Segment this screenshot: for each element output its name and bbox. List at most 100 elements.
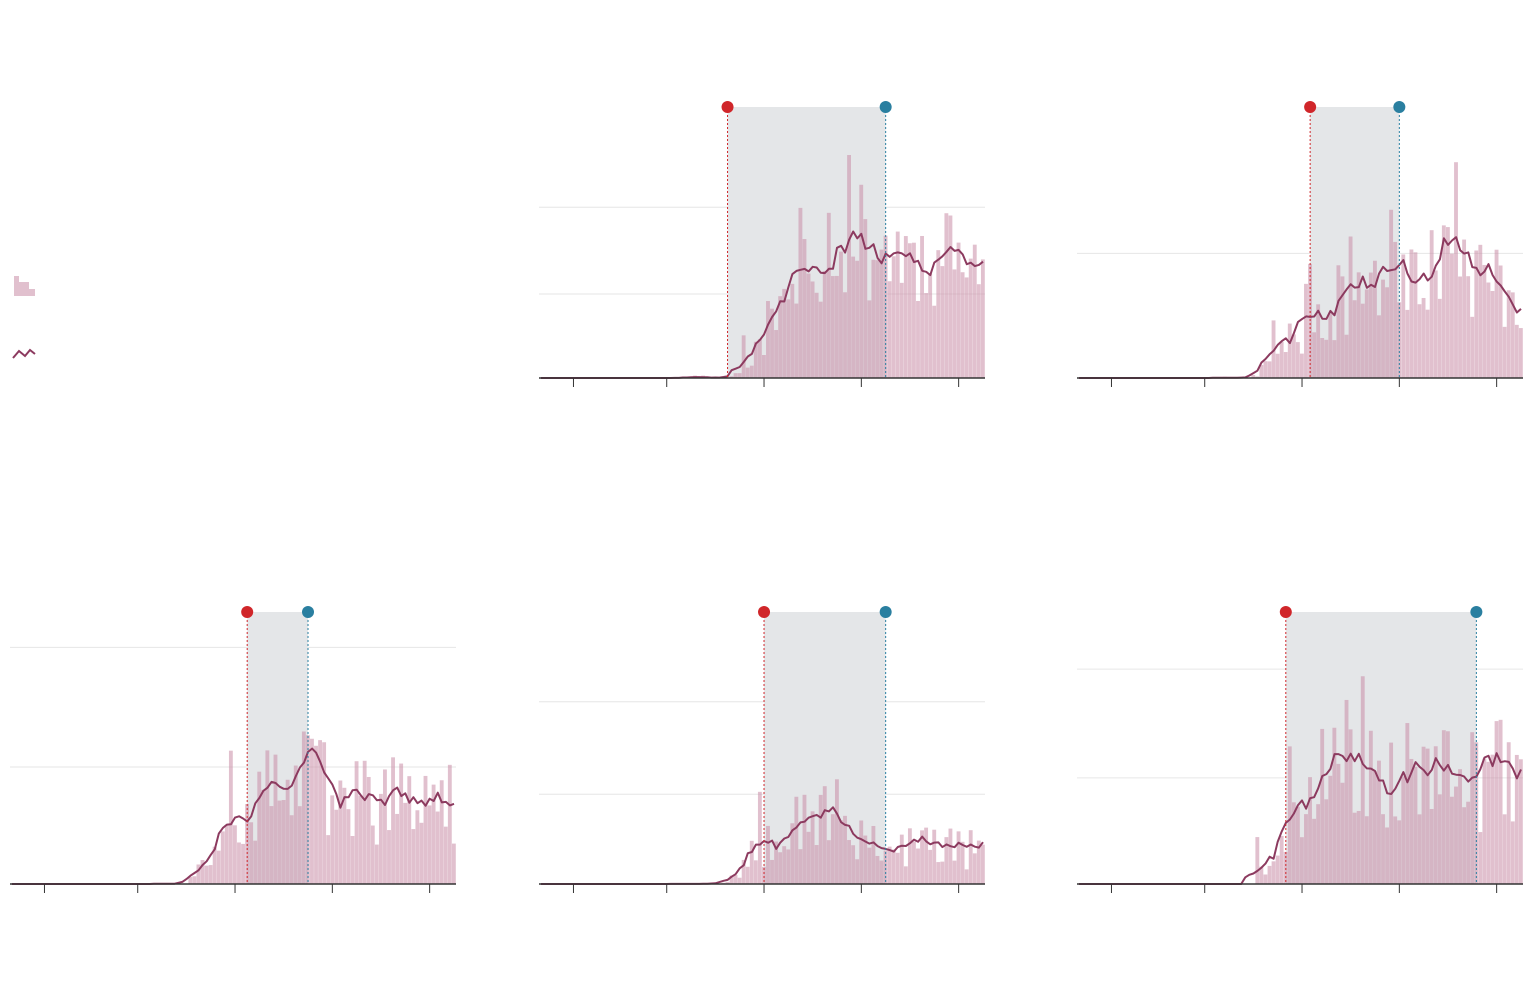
daily-bar [1263,874,1268,884]
daily-bar [1409,249,1414,378]
line-swatch-icon [12,348,36,359]
daily-bar [920,830,924,884]
daily-bar [1328,775,1333,884]
daily-bar [749,840,754,884]
daily-bar [847,155,851,378]
daily-bar [976,840,981,884]
daily-bar [1514,324,1519,378]
daily-bar [1421,297,1426,378]
daily-bar [1356,272,1361,378]
daily-bar [810,281,815,378]
daily-bar [920,235,924,378]
daily-bar [903,866,908,884]
start-marker-dot[interactable] [1279,606,1292,618]
daily-bar [1393,241,1398,378]
daily-bar [940,266,945,378]
daily-bar [1506,742,1511,884]
daily-bar [843,292,847,378]
daily-bar [1502,814,1507,884]
daily-bar [855,859,860,884]
panel-top-middle [539,101,985,387]
daily-bar [782,288,787,378]
panel-bottom-right [1077,606,1523,893]
daily-bar [1304,814,1308,884]
daily-bar [253,840,258,884]
daily-bar [451,843,456,884]
daily-bar [1458,769,1462,884]
daily-bar [1454,162,1458,378]
daily-bar [1267,361,1272,378]
daily-bar [366,776,371,884]
daily-bar [778,852,783,884]
daily-bar [431,784,436,884]
daily-bar [1377,760,1381,884]
daily-bar [851,845,856,884]
daily-bar [1490,754,1495,884]
daily-bar [1514,754,1519,884]
daily-bar [798,207,803,378]
daily-bar [257,771,262,884]
daily-bar [875,260,880,378]
daily-bar [277,800,282,884]
daily-bar [786,849,791,884]
daily-bar [1304,283,1308,378]
start-marker-dot[interactable] [241,606,254,618]
daily-bar [899,834,904,884]
daily-bar [1275,353,1280,378]
start-marker-dot[interactable] [721,101,734,113]
daily-bar [1510,821,1515,884]
daily-bar [1291,802,1296,884]
end-marker-dot[interactable] [879,606,892,618]
daily-bar [891,849,896,884]
end-marker-dot[interactable] [302,606,315,618]
end-marker-dot[interactable] [879,101,892,113]
daily-bar [318,740,322,884]
daily-bar [774,330,779,378]
daily-bar [822,270,827,378]
daily-bar [1494,249,1499,378]
daily-bar [1283,851,1288,884]
daily-bar [1437,794,1442,884]
daily-bar [208,865,213,884]
daily-bar [818,301,823,378]
daily-bar [822,786,827,884]
end-marker-dot[interactable] [1470,606,1483,618]
daily-bar [407,776,412,884]
daily-bar [1389,742,1394,884]
daily-bar [964,869,969,884]
daily-bar [729,875,734,884]
daily-bar [834,779,839,884]
start-marker-dot[interactable] [1304,101,1317,113]
daily-bar [778,296,783,378]
daily-bar [403,802,408,884]
daily-bar [330,795,335,884]
daily-bar [1417,814,1422,884]
daily-bar [326,835,331,884]
daily-bar [757,339,762,378]
daily-bar [863,835,868,884]
daily-bar [972,853,977,884]
daily-bar [1470,732,1475,884]
daily-bar [1372,260,1377,378]
start-marker-dot[interactable] [758,606,771,618]
daily-bar [790,283,795,378]
daily-bar [1312,818,1317,884]
daily-bar [273,754,278,884]
daily-bar [1450,796,1454,884]
daily-bar [855,260,860,378]
daily-bar [762,866,766,884]
daily-bar [249,822,254,884]
daily-bar [871,825,876,884]
daily-bar [269,806,274,884]
daily-bar [729,376,734,378]
daily-bar [806,273,811,378]
daily-bar [1271,861,1276,884]
daily-bar [834,275,839,378]
daily-bar [1429,808,1434,884]
daily-bar [310,738,314,884]
daily-bar [749,365,754,378]
end-marker-dot[interactable] [1393,101,1406,113]
daily-bar [932,305,937,378]
daily-bar [895,231,900,378]
daily-bar [826,840,831,884]
